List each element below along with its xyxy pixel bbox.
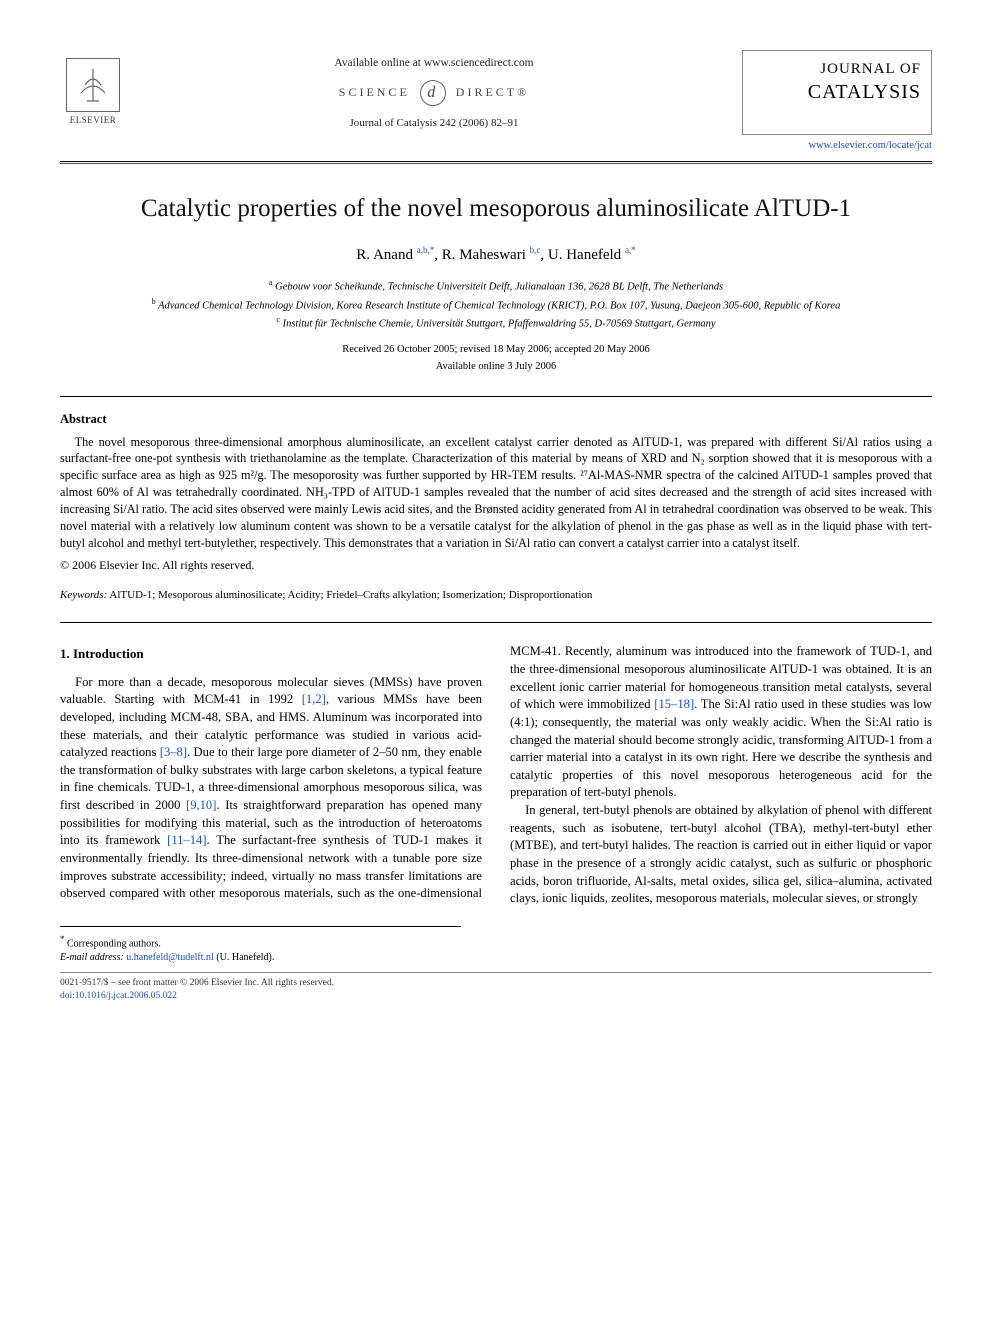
- affiliations: a Gebouw voor Scheikunde, Technische Uni…: [60, 277, 932, 332]
- journal-brand-line2: CATALYSIS: [753, 79, 921, 106]
- online-date: Available online 3 July 2006: [60, 359, 932, 376]
- footnotes: * Corresponding authors. E-mail address:…: [60, 926, 461, 964]
- author-email-link[interactable]: u.hanefeld@tudelft.nl: [126, 952, 214, 963]
- sd-text-right: DIRECT®: [456, 84, 529, 100]
- page-header: ELSEVIER Available online at www.science…: [60, 50, 932, 153]
- sd-text-left: SCIENCE: [339, 84, 410, 100]
- journal-url-link[interactable]: www.elsevier.com/locate/jcat: [742, 139, 932, 153]
- keywords-line: Keywords: AlTUD-1; Mesoporous aluminosil…: [60, 588, 932, 603]
- received-date: Received 26 October 2005; revised 18 May…: [60, 342, 932, 359]
- publisher-logo: ELSEVIER: [60, 50, 126, 126]
- body-columns: 1. Introduction For more than a decade, …: [60, 643, 932, 907]
- abstract-rule-bottom: [60, 622, 932, 623]
- email-label: E-mail address:: [60, 952, 124, 963]
- citation-link-11-14[interactable]: [11–14]: [167, 833, 206, 847]
- email-attribution: (U. Hanefeld).: [216, 952, 274, 963]
- copyright-line: © 2006 Elsevier Inc. All rights reserved…: [60, 557, 932, 573]
- article-title: Catalytic properties of the novel mesopo…: [60, 192, 932, 226]
- keywords-text: AlTUD-1; Mesoporous aluminosilicate; Aci…: [109, 589, 592, 601]
- citation-link-3-8[interactable]: [3–8]: [160, 745, 187, 759]
- abstract-text: The novel mesoporous three-dimensional a…: [60, 434, 932, 552]
- citation-link-15-18[interactable]: [15–18]: [654, 697, 694, 711]
- author-list: R. Anand a,b,*, R. Maheswari b,c, U. Han…: [60, 244, 932, 265]
- abstract-rule-top: [60, 396, 932, 397]
- header-rule: [60, 161, 932, 162]
- publisher-name: ELSEVIER: [70, 114, 117, 126]
- journal-brand-block: JOURNAL OF CATALYSIS www.elsevier.com/lo…: [742, 50, 932, 153]
- journal-brand: JOURNAL OF CATALYSIS: [742, 50, 932, 135]
- affiliation-a: Gebouw voor Scheikunde, Technische Unive…: [275, 282, 723, 293]
- corresponding-authors-label: Corresponding authors.: [67, 938, 161, 949]
- affiliation-c: Institut für Technische Chemie, Universi…: [283, 318, 716, 329]
- available-online-text: Available online at www.sciencedirect.co…: [126, 56, 742, 72]
- header-center: Available online at www.sciencedirect.co…: [126, 50, 742, 130]
- article-dates: Received 26 October 2005; revised 18 May…: [60, 342, 932, 376]
- header-rule-2: [60, 163, 932, 164]
- affiliation-b: Advanced Chemical Technology Division, K…: [158, 300, 840, 311]
- abstract-heading: Abstract: [60, 411, 932, 428]
- intro-text-7: . The Si:Al ratio used in these studies …: [510, 697, 932, 799]
- keywords-label: Keywords:: [60, 589, 107, 601]
- abstract-body: The novel mesoporous three-dimensional a…: [60, 434, 932, 552]
- journal-brand-line1: JOURNAL OF: [753, 59, 921, 79]
- issn-copyright: 0021-9517/$ – see front matter © 2006 El…: [60, 977, 334, 990]
- journal-reference: Journal of Catalysis 242 (2006) 82–91: [126, 116, 742, 131]
- section-1-heading: 1. Introduction: [60, 645, 482, 663]
- sciencedirect-logo: SCIENCE d DIRECT®: [339, 80, 529, 106]
- doi-link[interactable]: doi:10.1016/j.jcat.2006.05.022: [60, 991, 177, 1001]
- elsevier-tree-icon: [66, 58, 120, 112]
- citation-link-9-10[interactable]: [9,10]: [186, 798, 216, 812]
- citation-link-1-2[interactable]: [1,2]: [302, 692, 326, 706]
- sd-swirl-icon: d: [420, 80, 446, 106]
- intro-paragraph-2: In general, tert-butyl phenols are obtai…: [510, 802, 932, 908]
- page-footer: 0021-9517/$ – see front matter © 2006 El…: [60, 972, 932, 1003]
